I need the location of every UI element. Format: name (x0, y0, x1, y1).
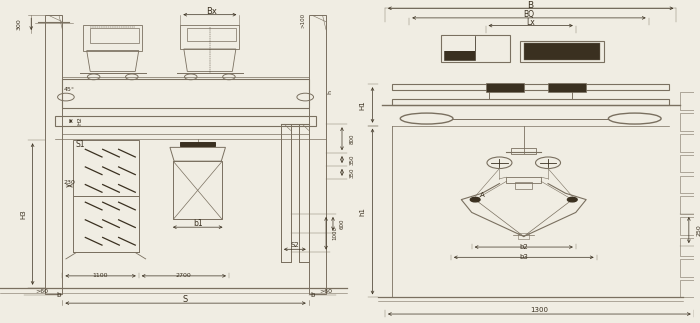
Bar (680, 238, 695, 256)
Bar (281, 124, 290, 262)
Bar (680, 196, 695, 214)
Bar (392, 84, 669, 90)
Bar (511, 148, 536, 154)
Bar (486, 83, 524, 92)
Bar (392, 99, 669, 105)
Circle shape (568, 197, 578, 202)
Bar (174, 162, 222, 219)
Text: H3: H3 (20, 209, 26, 219)
Text: >60: >60 (319, 289, 332, 294)
Bar (281, 124, 290, 262)
Text: 300: 300 (16, 18, 21, 30)
Text: Lx: Lx (526, 18, 535, 27)
Bar (548, 83, 586, 92)
Bar (45, 15, 62, 294)
Bar (309, 15, 326, 294)
Text: S2: S2 (290, 243, 299, 248)
Text: 230: 230 (64, 180, 76, 185)
Bar (680, 113, 695, 131)
Bar (181, 142, 215, 146)
Text: 1300: 1300 (531, 307, 548, 313)
Bar (520, 41, 603, 62)
Text: b1: b1 (193, 219, 202, 228)
Text: h: h (327, 90, 332, 94)
Bar (506, 177, 541, 183)
Bar (181, 25, 239, 49)
Bar (62, 79, 309, 108)
Bar (680, 92, 695, 110)
Bar (680, 176, 695, 193)
Text: h1: h1 (359, 207, 365, 216)
Bar (524, 43, 600, 60)
Bar (489, 90, 573, 99)
Text: >100: >100 (300, 13, 306, 28)
Bar (680, 217, 695, 235)
Bar (680, 280, 695, 297)
Text: b3: b3 (519, 254, 528, 260)
Text: A: A (480, 192, 484, 198)
Text: 350: 350 (349, 167, 354, 178)
Text: b: b (57, 292, 61, 298)
Bar (188, 28, 236, 41)
Circle shape (470, 197, 480, 202)
Text: 2700: 2700 (176, 273, 192, 278)
Bar (73, 196, 139, 253)
Text: S: S (183, 296, 188, 304)
Bar (83, 25, 142, 51)
Bar (90, 28, 139, 43)
Bar (299, 124, 309, 262)
Bar (444, 36, 475, 51)
Text: 1100: 1100 (93, 273, 108, 278)
Text: H1: H1 (359, 100, 365, 110)
Bar (680, 155, 695, 172)
Bar (299, 124, 309, 262)
Text: 800: 800 (349, 133, 354, 144)
Bar (518, 233, 529, 239)
Bar (515, 182, 532, 189)
Text: B: B (528, 1, 533, 10)
Bar (440, 35, 510, 62)
Text: BQ: BQ (524, 10, 534, 19)
Text: S1: S1 (75, 140, 85, 149)
Text: >60: >60 (35, 289, 48, 294)
Bar (444, 36, 475, 60)
Text: Bx: Bx (206, 7, 217, 16)
Bar (73, 140, 139, 196)
Text: 250: 250 (696, 224, 700, 236)
Text: 600: 600 (340, 218, 344, 229)
Text: 45°: 45° (64, 87, 75, 91)
Text: H2: H2 (77, 117, 83, 125)
Text: 350: 350 (349, 154, 354, 165)
Text: b2: b2 (519, 244, 528, 250)
Text: 1000: 1000 (332, 226, 337, 240)
Bar (680, 259, 695, 276)
Bar (680, 134, 695, 151)
Text: b: b (310, 292, 314, 298)
Bar (55, 116, 316, 126)
